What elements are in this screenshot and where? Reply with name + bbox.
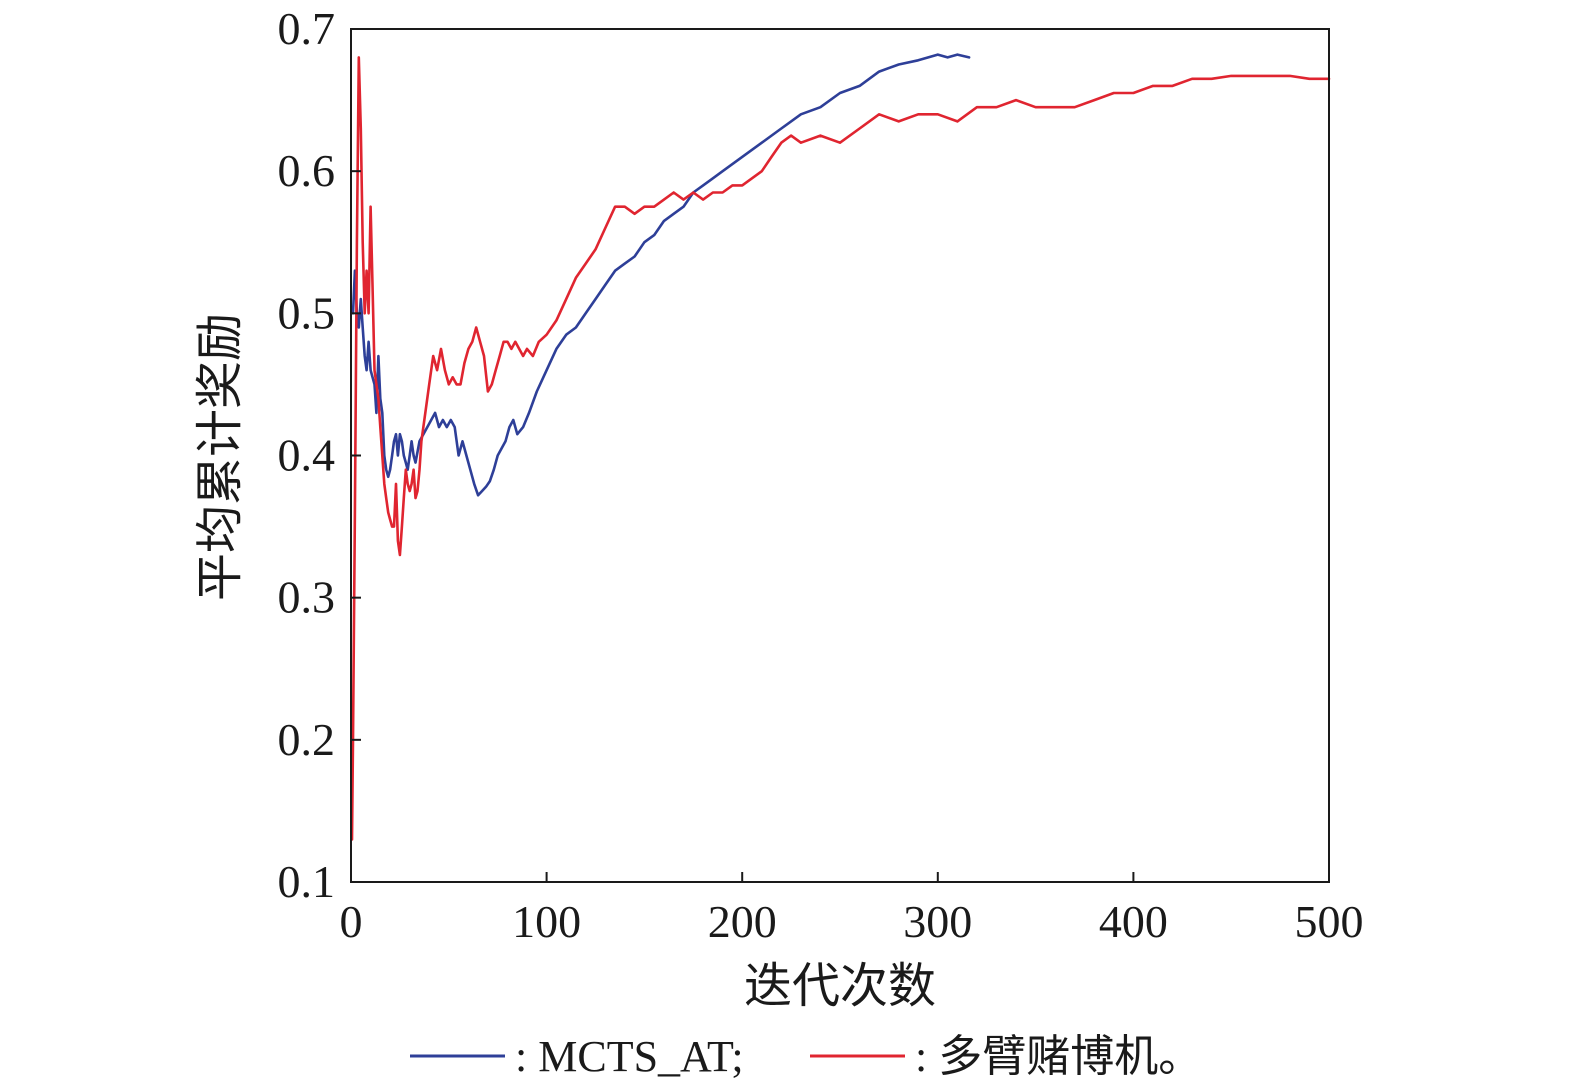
legend-label-multi-armed-bandit: : 多臂赌博机。 — [915, 1032, 1202, 1081]
y-tick-label: 0.6 — [278, 145, 336, 196]
legend-label-mcts-at: : MCTS_AT; — [515, 1032, 744, 1081]
x-tick-label: 400 — [1099, 896, 1168, 947]
legend: : MCTS_AT; : 多臂赌博机。 — [410, 1032, 1202, 1081]
y-tick-label: 0.4 — [278, 430, 336, 481]
plot-area — [350, 28, 1331, 883]
series-line-1 — [350, 56, 1331, 841]
y-tick-label: 0.1 — [278, 856, 336, 907]
x-tick-label: 500 — [1295, 896, 1364, 947]
x-axis-title: 迭代次数 — [744, 960, 936, 1013]
x-tick-label: 100 — [512, 896, 581, 947]
x-tick-label: 200 — [708, 896, 777, 947]
y-axis: 0.1 0.2 0.3 0.4 0.5 0.6 0.7 — [278, 3, 361, 907]
x-tick-label: 300 — [903, 896, 972, 947]
series-line-0 — [351, 53, 971, 497]
x-tick-label: 0 — [340, 896, 363, 947]
y-tick-label: 0.2 — [278, 714, 336, 765]
y-tick-label: 0.3 — [278, 572, 336, 623]
x-axis: 0 100 200 300 400 500 — [340, 872, 1364, 947]
y-tick-label: 0.7 — [278, 3, 336, 54]
y-tick-label: 0.5 — [278, 287, 336, 338]
y-axis-title: 平均累计奖励 — [194, 313, 247, 601]
